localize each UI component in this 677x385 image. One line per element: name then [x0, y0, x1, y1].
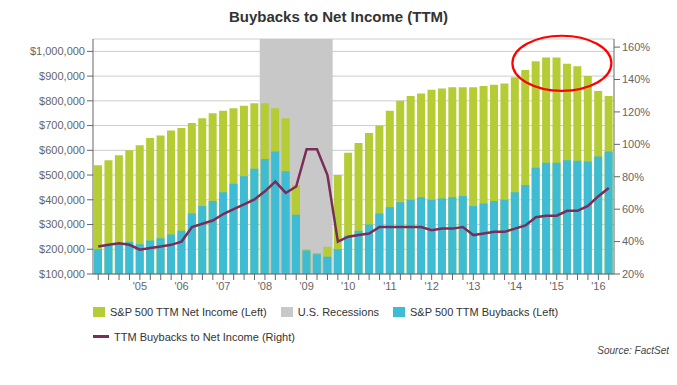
- svg-text:$600,000: $600,000: [39, 144, 85, 156]
- svg-text:'12: '12: [424, 280, 438, 292]
- html-text:TTM Buybacks to Net Income (Ri: TTM Buybacks to Net Income (Right): [114, 330, 295, 343]
- svg-text:$200,000: $200,000: [39, 243, 85, 255]
- html-text:Buybacks to Net Income (TTM): Buybacks to Net Income (TTM): [228, 8, 449, 25]
- svg-text:'10: '10: [341, 280, 355, 292]
- svg-text:$300,000: $300,000: [39, 218, 85, 230]
- svg-text:$500,000: $500,000: [39, 169, 85, 181]
- svg-text:$900,000: $900,000: [39, 70, 85, 82]
- svg-text:$100,000: $100,000: [39, 268, 85, 280]
- svg-text:$700,000: $700,000: [39, 119, 85, 131]
- svg-text:'13: '13: [466, 280, 480, 292]
- svg-text:80%: 80%: [622, 171, 644, 183]
- svg-text:60%: 60%: [622, 203, 644, 215]
- svg-text:$1,000,000: $1,000,000: [30, 45, 85, 57]
- svg-text:140%: 140%: [622, 73, 650, 85]
- svg-text:'09: '09: [299, 280, 313, 292]
- svg-text:40%: 40%: [622, 235, 644, 247]
- svg-text:'16: '16: [591, 280, 605, 292]
- svg-text:'14: '14: [508, 280, 522, 292]
- html-text:U.S. Recessions: U.S. Recessions: [297, 306, 379, 318]
- svg-text:'11: '11: [383, 280, 397, 292]
- svg-text:$800,000: $800,000: [39, 95, 85, 107]
- svg-text:'15: '15: [550, 280, 564, 292]
- svg-text:'06: '06: [174, 280, 188, 292]
- svg-text:'08: '08: [258, 280, 272, 292]
- html-text:Source: FactSet: Source: FactSet: [597, 344, 669, 356]
- svg-text:$400,000: $400,000: [39, 194, 85, 206]
- html-text:S&P 500 TTM Buybacks (Left): S&P 500 TTM Buybacks (Left): [410, 306, 559, 318]
- svg-text:20%: 20%: [622, 268, 644, 280]
- svg-text:120%: 120%: [622, 106, 650, 118]
- svg-text:'07: '07: [216, 280, 230, 292]
- svg-text:100%: 100%: [622, 138, 650, 150]
- svg-text:160%: 160%: [622, 41, 650, 53]
- html-text:S&P 500 TTM Net Income (Left): S&P 500 TTM Net Income (Left): [110, 306, 267, 318]
- svg-text:'05: '05: [133, 280, 147, 292]
